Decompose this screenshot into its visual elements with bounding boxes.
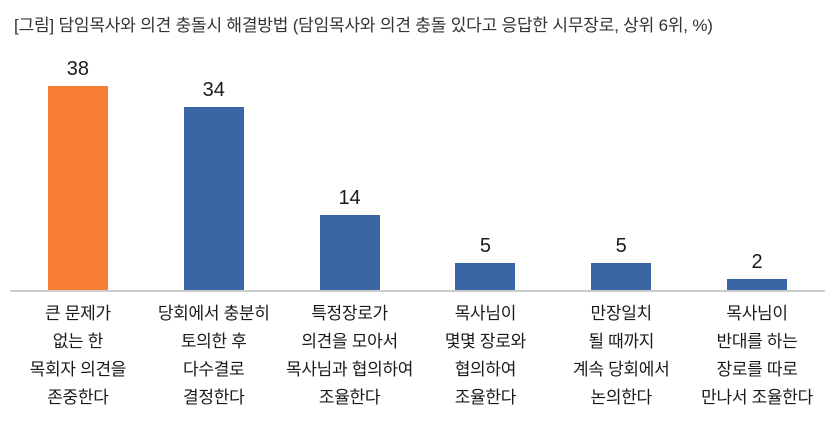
x-axis-line — [10, 290, 825, 292]
bar-column: 38 — [10, 57, 146, 290]
bar-column: 5 — [417, 234, 553, 290]
plot-area: 38 34 14 5 5 2 — [0, 48, 835, 290]
bar-value-label: 2 — [751, 251, 763, 273]
bar-value-label: 38 — [66, 58, 90, 80]
bar — [183, 107, 244, 290]
bar-category-label: 만장일치 될 때까지 계속 당회에서 논의한다 — [572, 304, 670, 407]
bar — [455, 263, 516, 290]
bar-category-label: 목사님이 몇몇 장로와 협의하여 조율한다 — [444, 304, 526, 407]
bar-column: 34 — [146, 78, 282, 290]
bar-category-label: 목사님이 반대를 하는 장로를 따로 만나서 조율한다 — [701, 304, 813, 407]
bar-column: 2 — [689, 250, 825, 290]
bar-value-label: 34 — [202, 79, 225, 101]
bar-column: 5 — [553, 234, 689, 290]
bar — [47, 86, 108, 290]
bar — [727, 279, 788, 290]
bar-column: 14 — [282, 186, 418, 290]
bar-category-label: 큰 문제가 없는 한 목회자 의견을 존중한다 — [29, 304, 127, 407]
bar-value-label: 5 — [479, 235, 491, 257]
bar-value-label: 5 — [615, 235, 627, 257]
bar — [319, 215, 380, 290]
bar-value-label: 14 — [338, 187, 361, 209]
chart-title: [그림] 담임목사와 의견 충돌시 해결방법 (담임목사와 의견 충돌 있다고 … — [14, 16, 713, 35]
bar-category-label: 당회에서 충분히 토의한 후 다수결로 결정한다 — [157, 304, 270, 407]
category-label-row: 큰 문제가 없는 한 목회자 의견을 존중한다 당회에서 충분히 토의한 후 다수결로 결정한… — [0, 292, 835, 412]
bar-chart: 38 34 14 5 5 2 큰 문제가 없는 한 목회자 의견을 존중한다 당회에서 충분히 토의… — [0, 48, 835, 425]
bar — [591, 263, 652, 290]
bar-category-label: 특정장로가 의견을 모아서 목사님과 협의하여 조율한다 — [285, 304, 414, 407]
